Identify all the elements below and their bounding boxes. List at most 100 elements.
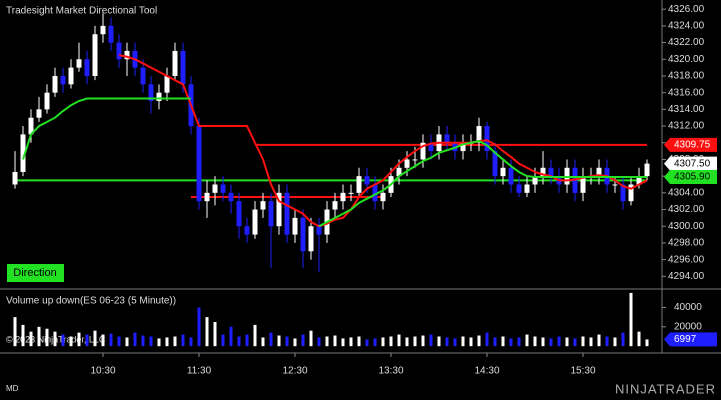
- y-tick-label: 4314.00: [668, 104, 705, 115]
- volume-bar: [429, 334, 433, 347]
- chart-title: Tradesight Market Directional Tool: [6, 6, 157, 17]
- direction-box: [7, 264, 64, 282]
- volume-bar: [309, 330, 313, 347]
- price-label-box: [664, 169, 717, 184]
- candle-body: [244, 226, 250, 235]
- candle-body: [196, 126, 202, 202]
- volume-bar: [37, 326, 41, 347]
- candle-body: [580, 176, 586, 193]
- volume-bar: [93, 330, 97, 347]
- y-tick-label: 4324.00: [668, 21, 705, 32]
- x-tick-label: 12:30: [282, 366, 307, 377]
- volume-bar: [501, 336, 505, 347]
- volume-bar: [589, 337, 593, 347]
- volume-bar: [301, 334, 305, 347]
- volume-bar: [445, 337, 449, 347]
- candle-body: [156, 92, 162, 102]
- candle-body: [44, 92, 50, 110]
- price-label-box: [664, 156, 717, 171]
- volume-bar: [141, 335, 145, 347]
- y-tick-label: 4322.00: [668, 37, 705, 48]
- candle-body: [348, 192, 354, 194]
- candle-body: [404, 159, 410, 168]
- volume-bar: [261, 337, 265, 347]
- volume-bar: [69, 336, 73, 347]
- volume-bar: [397, 334, 401, 347]
- candle-body: [28, 117, 34, 135]
- candle-body: [396, 167, 402, 177]
- volume-bar: [29, 331, 33, 347]
- volume-bar: [101, 334, 105, 347]
- candle-body: [420, 142, 426, 160]
- candle-body: [332, 201, 338, 210]
- candle-body: [204, 192, 210, 202]
- volume-bar: [293, 338, 297, 347]
- volume-bar: [229, 326, 233, 347]
- volume-bar: [461, 336, 465, 347]
- candle-body: [252, 209, 258, 235]
- candle-body: [340, 192, 346, 202]
- candle-body: [212, 184, 218, 193]
- volume-bar: [157, 338, 161, 347]
- volume-bar: [621, 332, 625, 347]
- candle-body: [172, 50, 178, 76]
- volume-bar: [509, 338, 513, 347]
- volume-bar: [541, 337, 545, 347]
- y-tick-label: 4300.00: [668, 221, 705, 232]
- volume-bar: [493, 337, 497, 347]
- price-label: 4305.90: [674, 172, 711, 183]
- candle-body: [628, 184, 634, 202]
- y2-tick-label: 20000: [674, 321, 702, 332]
- volume-bar: [565, 337, 569, 347]
- volume-bar: [245, 334, 249, 347]
- candle-body: [284, 192, 290, 235]
- volume-bar: [61, 334, 65, 347]
- y-tick-label: 4304.00: [668, 187, 705, 198]
- candle-body: [540, 167, 546, 177]
- volume-bar: [317, 337, 321, 347]
- volume-bar: [357, 336, 361, 347]
- volume-bar: [341, 338, 345, 347]
- candle-body: [612, 184, 618, 186]
- volume-bar: [253, 324, 257, 347]
- candle-body: [636, 176, 642, 185]
- volume-title: Volume up down(ES 06-23 (5 Minute)): [6, 296, 176, 307]
- candle-body: [228, 192, 234, 202]
- volume-bar: [413, 336, 417, 347]
- volume-bar: [485, 332, 489, 347]
- y-tick-label: 4312.00: [668, 121, 705, 132]
- volume-bar: [453, 338, 457, 347]
- volume-label-box: [664, 332, 717, 347]
- volume-bar: [149, 336, 153, 347]
- candle-body: [548, 167, 554, 177]
- volume-bar: [349, 337, 353, 347]
- candle-body: [60, 75, 66, 85]
- candle-body: [164, 75, 170, 93]
- volume-bar: [525, 334, 529, 347]
- candle-body: [236, 201, 242, 227]
- candle-body: [492, 151, 498, 177]
- volume-bar: [197, 307, 201, 347]
- volume-bar: [381, 337, 385, 347]
- volume-bar: [549, 338, 553, 347]
- candle-body: [308, 226, 314, 252]
- volume-bar: [221, 334, 225, 347]
- volume-bar: [165, 337, 169, 347]
- candle-body: [84, 59, 90, 76]
- volume-bar: [533, 336, 537, 347]
- candle-body: [380, 192, 386, 202]
- volume-bar: [181, 334, 185, 347]
- x-tick-label: 10:30: [90, 366, 115, 377]
- candle-body: [260, 201, 266, 210]
- volume-bar: [189, 337, 193, 347]
- y-tick-label: 4302.00: [668, 204, 705, 215]
- candle-body: [316, 226, 322, 235]
- volume-bar: [605, 336, 609, 347]
- volume-bar: [277, 335, 281, 347]
- candle-body: [20, 134, 26, 172]
- volume-bar: [325, 336, 329, 347]
- volume-bar: [373, 338, 377, 347]
- candle-body: [524, 184, 530, 193]
- candle-body: [12, 171, 18, 185]
